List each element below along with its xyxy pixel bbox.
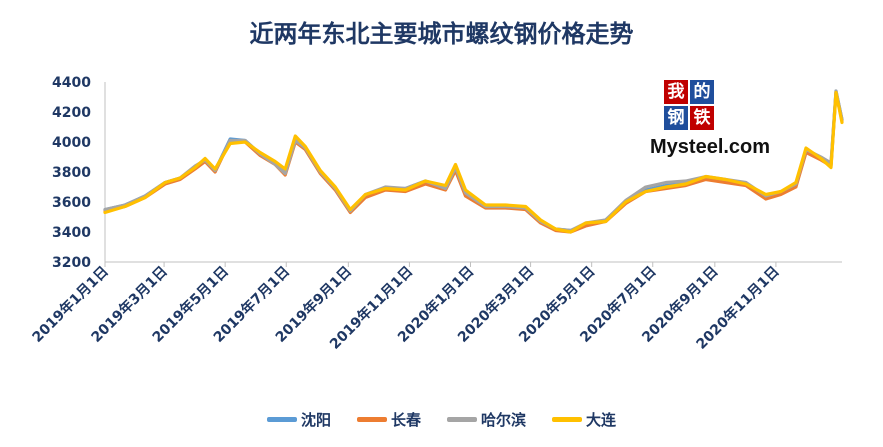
mysteel-logo: 我 的 钢 铁 Mysteel.com <box>650 80 790 158</box>
legend-label: 哈尔滨 <box>481 411 527 429</box>
logo-char: 的 <box>690 80 714 104</box>
legend-swatch <box>447 417 477 422</box>
y-tick-label: 4000 <box>52 135 91 151</box>
chart-legend: 沈阳 长春 哈尔滨 大连 <box>0 409 883 430</box>
logo-char: 铁 <box>690 106 714 130</box>
legend-item: 长春 <box>356 409 421 430</box>
logo-char: 我 <box>664 80 688 104</box>
legend-item: 哈尔滨 <box>447 409 526 430</box>
legend-label: 沈阳 <box>300 411 331 429</box>
logo-text: Mysteel.com <box>650 136 771 158</box>
legend-swatch <box>356 417 387 422</box>
legend-item: 沈阳 <box>266 409 331 430</box>
legend-label: 大连 <box>586 411 617 429</box>
logo-char: 钢 <box>664 106 688 130</box>
y-tick-label: 3800 <box>52 165 91 181</box>
legend-item: 大连 <box>552 409 616 430</box>
y-tick-label: 3400 <box>52 225 91 241</box>
series-layer <box>103 89 844 234</box>
legend-label: 长春 <box>390 411 421 429</box>
y-tick-label: 4400 <box>52 75 91 91</box>
y-tick-label: 4200 <box>52 105 91 121</box>
series-line <box>103 90 844 234</box>
legend-swatch <box>266 417 297 422</box>
legend-swatch <box>552 417 583 422</box>
y-tick-label: 3600 <box>52 195 91 211</box>
chart-title: 近两年东北主要城市螺纹钢价格走势 <box>249 20 634 48</box>
y-tick-label: 3200 <box>52 255 91 271</box>
